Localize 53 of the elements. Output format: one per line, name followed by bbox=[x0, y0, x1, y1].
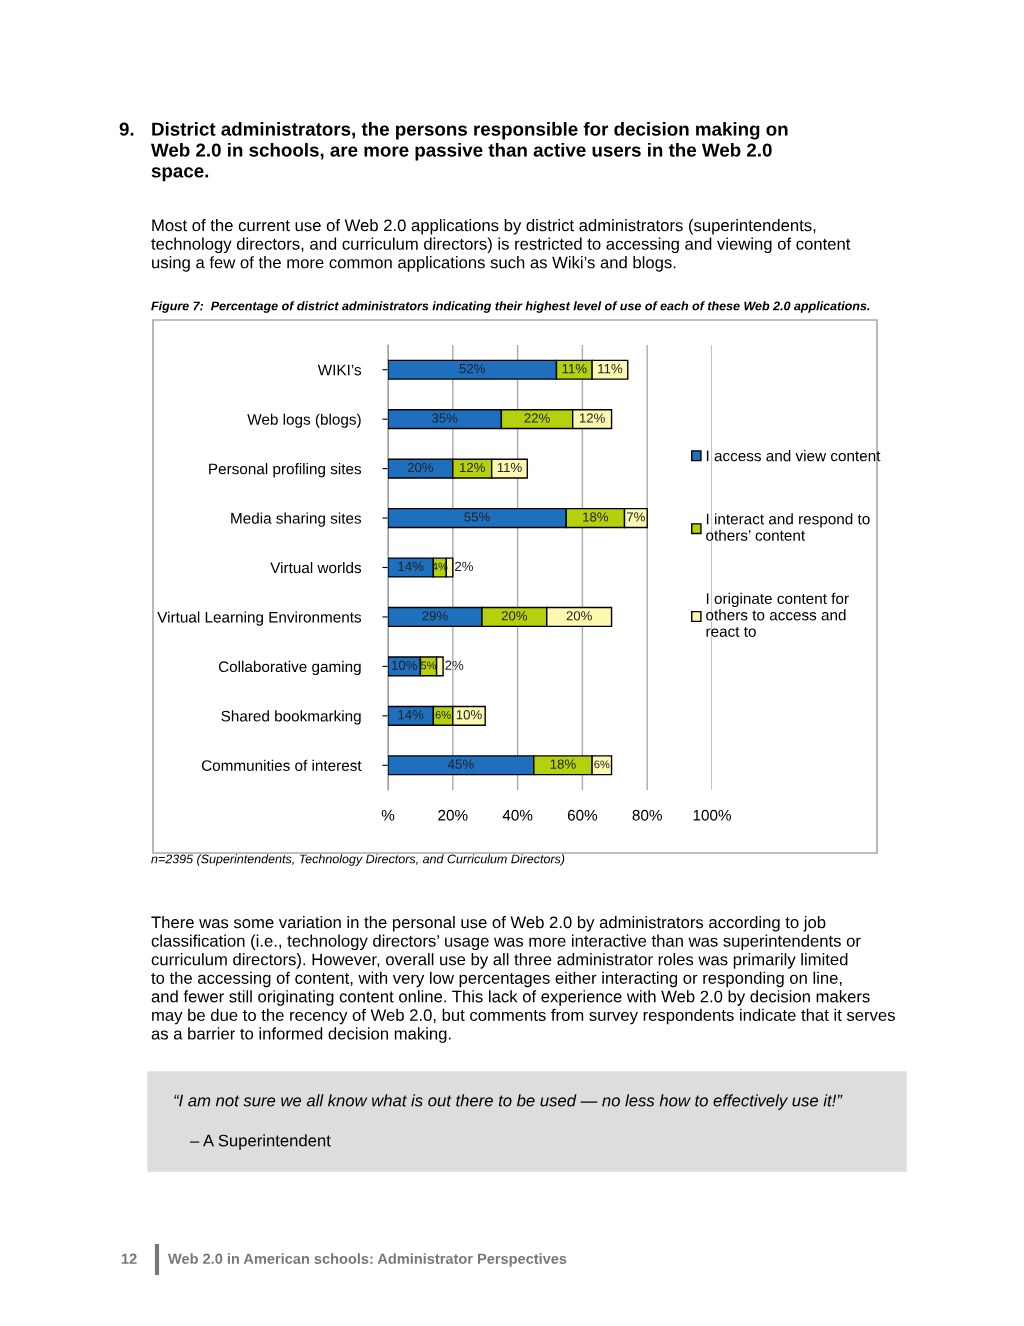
text: Web 2.0 in American schools: Administrator Perspectives bbox=[168, 1253, 567, 1267]
legend-label: I originate content for others to access and react to bbox=[706, 592, 849, 637]
data-label: 2% bbox=[455, 561, 474, 571]
data-label: 20% bbox=[407, 462, 434, 473]
text: Most of the current use of Web 2.0 applications by district administrators (superintendents, technology directors, and curriculum directors) is restricted to accessing and viewing of content using a few of the more common applications such as Wiki’s and blogs. bbox=[151, 219, 851, 272]
data-label: 6% bbox=[594, 760, 610, 769]
text: 12 bbox=[121, 1253, 137, 1264]
y-tick-label: Virtual Learning Environments bbox=[157, 611, 362, 626]
y-tick-label: Communities of interest bbox=[201, 759, 362, 771]
data-label: 14% bbox=[398, 561, 424, 571]
x-tick-label: 80% bbox=[632, 809, 662, 821]
data-label: 35% bbox=[432, 413, 458, 423]
y-tick-label: Shared bookmarking bbox=[221, 710, 361, 725]
chart-title: Figure 7: Percentage of district administrators indicating their highest level of use of each of these Web 2.0 applications. bbox=[151, 301, 870, 313]
data-label: 20% bbox=[566, 611, 592, 621]
data-label: 18% bbox=[550, 759, 576, 769]
y-tick-label: Web logs (blogs) bbox=[247, 413, 361, 428]
data-label: 2% bbox=[445, 660, 464, 670]
data-label: 55% bbox=[464, 512, 490, 522]
data-label: 22% bbox=[524, 413, 550, 423]
x-tick-label: % bbox=[381, 809, 395, 821]
y-tick-label: WIKI’s bbox=[317, 364, 362, 376]
y-tick-label: Virtual worlds bbox=[270, 561, 362, 574]
data-label: 10% bbox=[456, 710, 482, 720]
data-label: 12% bbox=[579, 413, 605, 423]
x-tick-label: 20% bbox=[438, 809, 468, 821]
data-label: 7% bbox=[627, 512, 645, 522]
data-label: 18% bbox=[583, 512, 609, 522]
data-label: 29% bbox=[422, 611, 448, 621]
data-label: 45% bbox=[448, 759, 474, 769]
y-tick-label: Collaborative gaming bbox=[218, 660, 361, 676]
data-label: 11% bbox=[562, 363, 587, 374]
legend-label: I access and view content bbox=[706, 450, 881, 462]
legend-label: I interact and respond to others’ content bbox=[706, 513, 870, 541]
data-label: 6% bbox=[435, 710, 451, 719]
y-tick-label: Media sharing sites bbox=[231, 512, 362, 527]
x-tick-label: 60% bbox=[567, 809, 598, 821]
data-label: 5% bbox=[420, 661, 437, 670]
data-label: 11% bbox=[497, 462, 522, 473]
text: 9. District administrators, the persons responsible for decision making on Web 2.0 in schools, are more passive than active users in the Web 2.0 space. bbox=[119, 122, 788, 182]
text: There was some variation in the personal use of Web 2.0 by administrators according to job classification (i.e., technology directors’ usage was more interactive than was superintendents or curriculum directors). However, overall use by all three administrator roles was primarily limited to the accessing of content, with very low percentages either interacting or responding on line, and fewer still originating content online. This lack of experience with Web 2.0 by decision makers may be due to the recency of Web 2.0, but comments from survey respondents indicate that it serves as a barrier to informed decision making. bbox=[151, 916, 895, 1043]
x-tick-label: 40% bbox=[502, 809, 533, 821]
data-label: 52% bbox=[459, 363, 485, 374]
data-label: 14% bbox=[398, 710, 424, 720]
y-tick-label: Personal profiling sites bbox=[209, 463, 362, 478]
x-tick-label: 100% bbox=[693, 809, 731, 821]
data-label: 12% bbox=[460, 462, 485, 473]
text: – A Superintendent bbox=[190, 1134, 331, 1150]
text: n=2395 (Superintendents, Technology Directors, and Curriculum Directors) bbox=[151, 854, 565, 866]
data-label: 11% bbox=[598, 363, 623, 374]
text: “I am not sure we all know what is out there to be used — no less how to effectively use it!” bbox=[174, 1094, 843, 1110]
data-label: 10% bbox=[392, 660, 417, 670]
data-label: 20% bbox=[501, 611, 528, 621]
